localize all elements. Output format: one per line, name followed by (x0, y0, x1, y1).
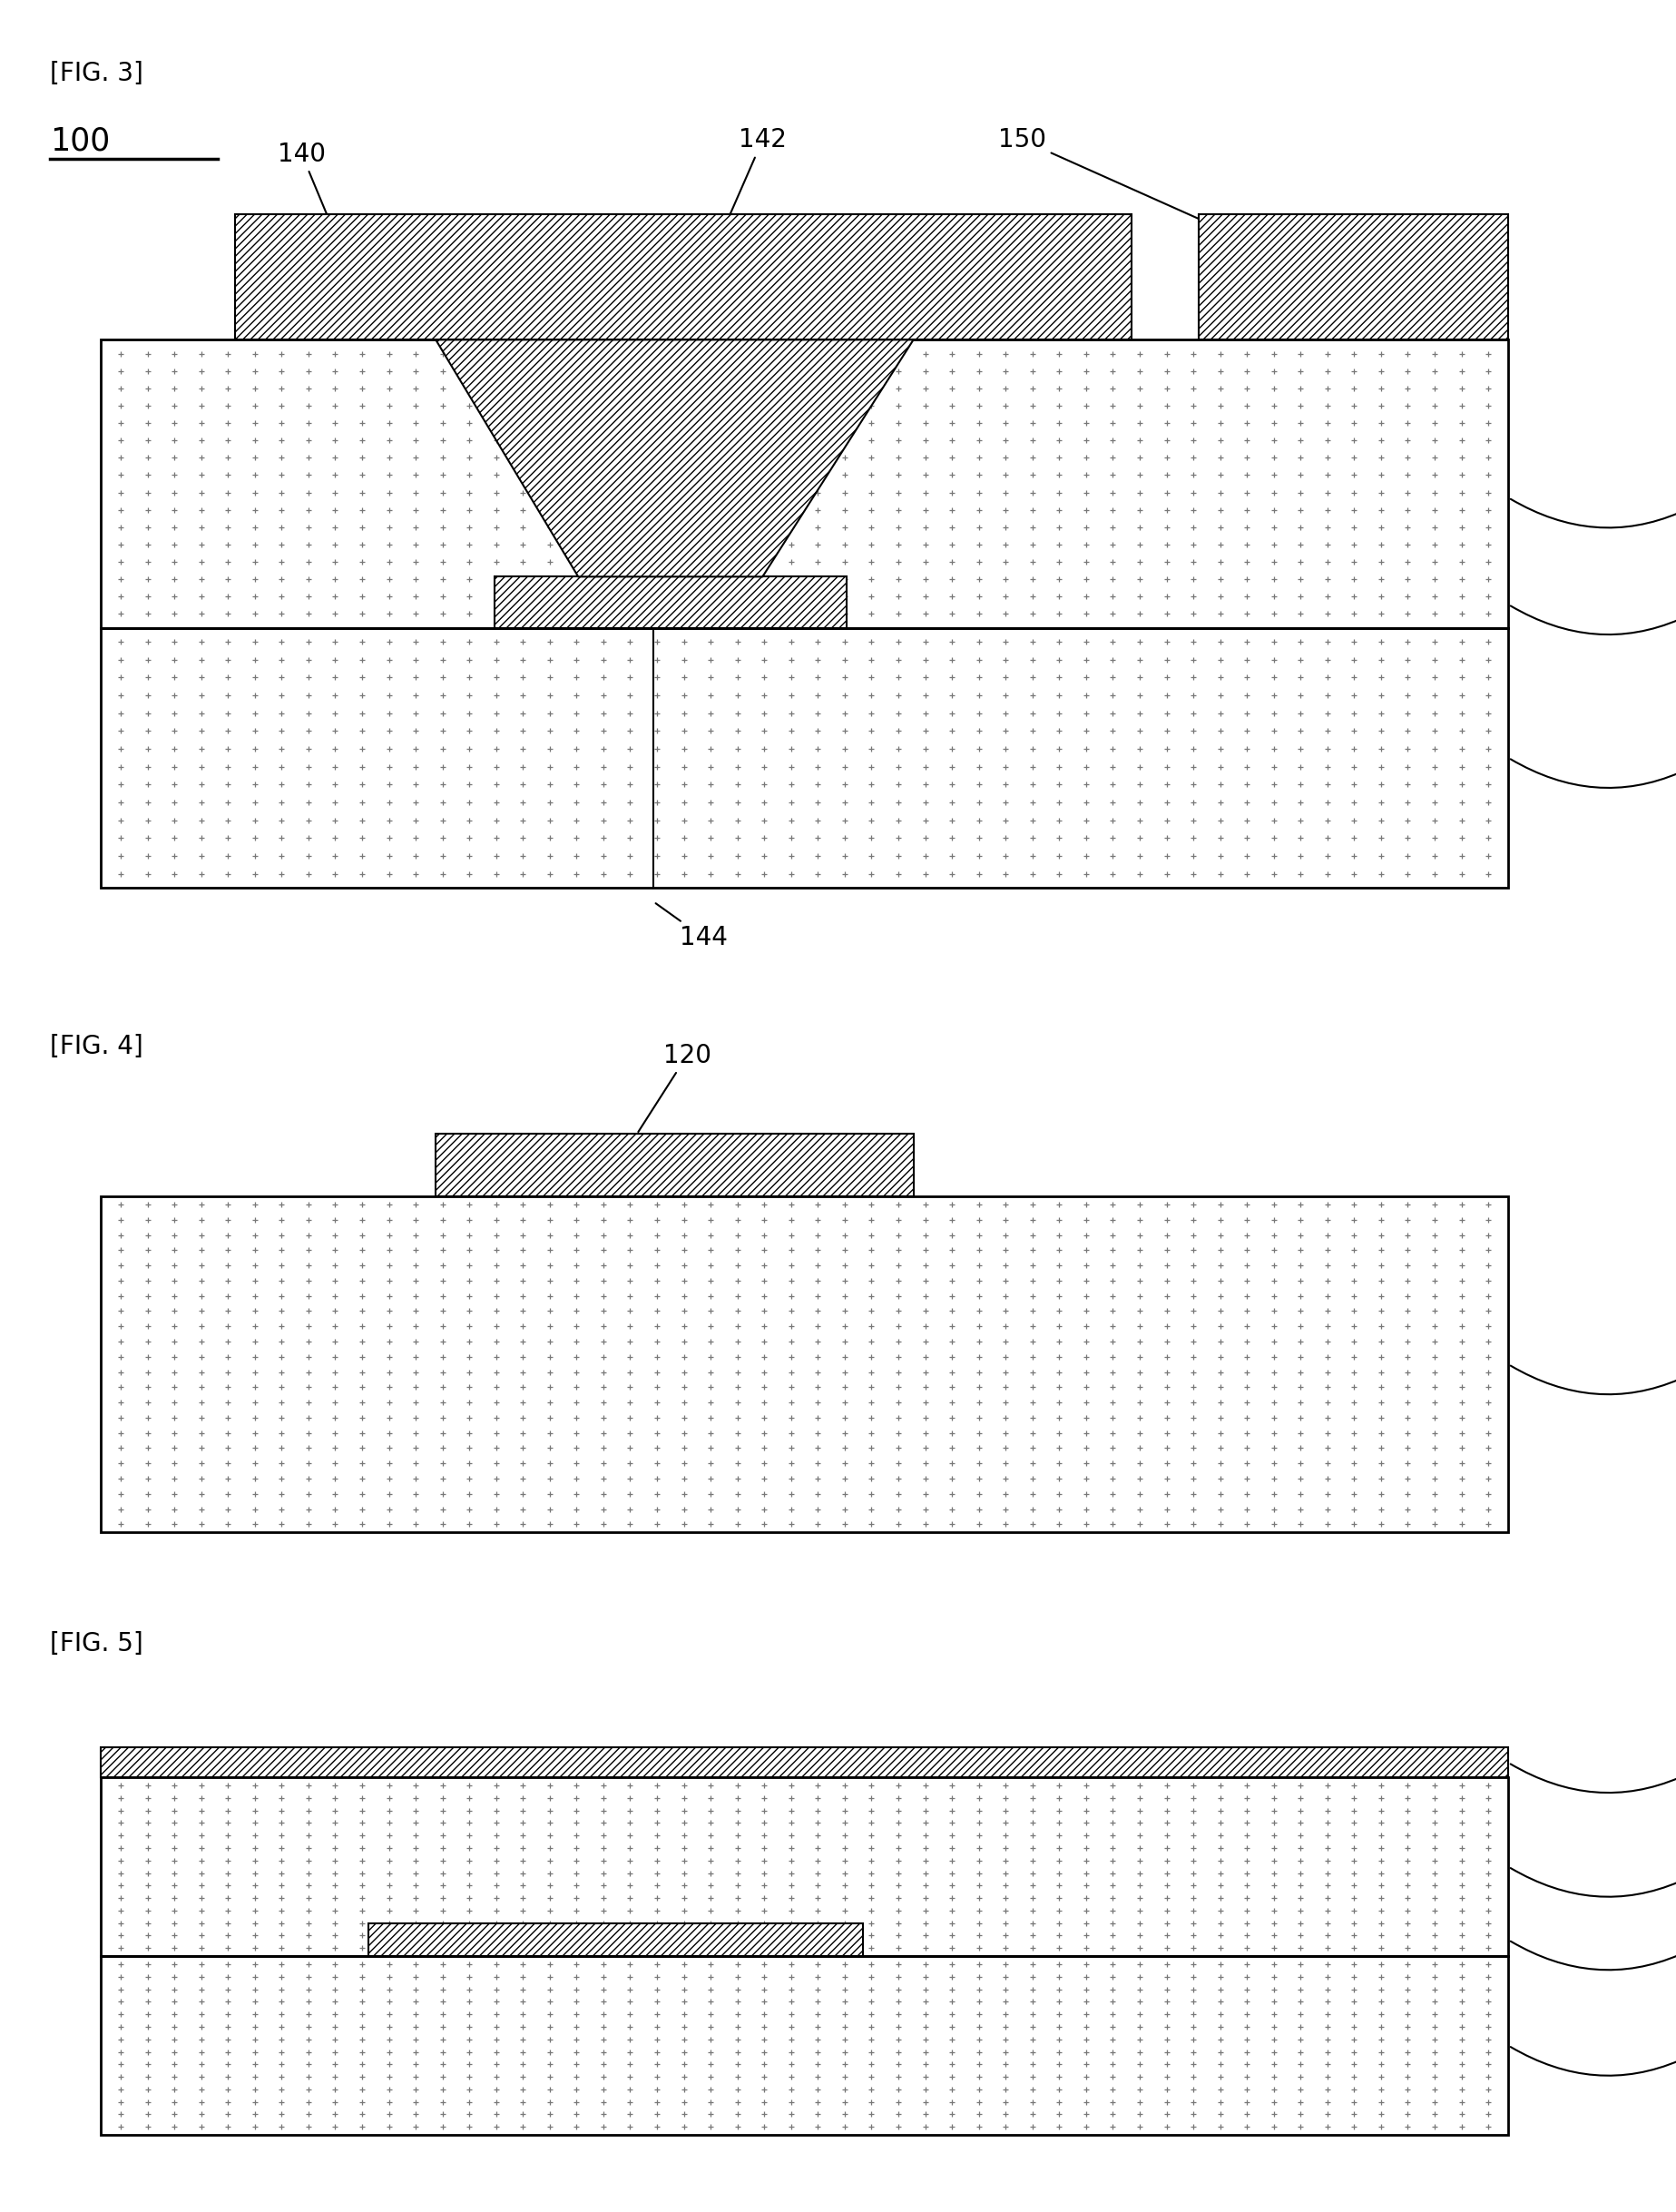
Text: 142: 142 (697, 128, 786, 292)
Text: [FIG. 5]: [FIG. 5] (50, 1630, 144, 1657)
Bar (101, 628, 1508, 887)
Text: 110: 110 (1510, 2033, 1676, 2075)
Bar (235, 215, 1131, 341)
Text: 130: 130 (1510, 1854, 1676, 1896)
Text: 150: 150 (999, 128, 1322, 274)
Text: [FIG. 3]: [FIG. 3] (50, 62, 144, 86)
Text: 110: 110 (1510, 1352, 1676, 1394)
Bar (494, 577, 846, 628)
Text: 130: 130 (1510, 484, 1676, 529)
Bar (369, 1924, 863, 1955)
Text: 160: 160 (1510, 1750, 1676, 1792)
Bar (101, 1197, 1508, 1533)
Text: 120: 120 (1510, 1927, 1676, 1971)
Text: 144: 144 (655, 902, 727, 951)
Bar (101, 1778, 1508, 1955)
Text: [FIG. 4]: [FIG. 4] (50, 1033, 144, 1060)
Text: 120: 120 (639, 1042, 711, 1133)
Bar (436, 1135, 913, 1197)
Bar (101, 1747, 1508, 1778)
Text: 140: 140 (278, 142, 350, 272)
Text: 120: 120 (1510, 593, 1676, 635)
Bar (1198, 215, 1508, 341)
Polygon shape (436, 341, 913, 577)
Bar (101, 1955, 1508, 2135)
Text: 100: 100 (50, 126, 111, 157)
Text: 110: 110 (1510, 745, 1676, 787)
Bar (101, 341, 1508, 628)
